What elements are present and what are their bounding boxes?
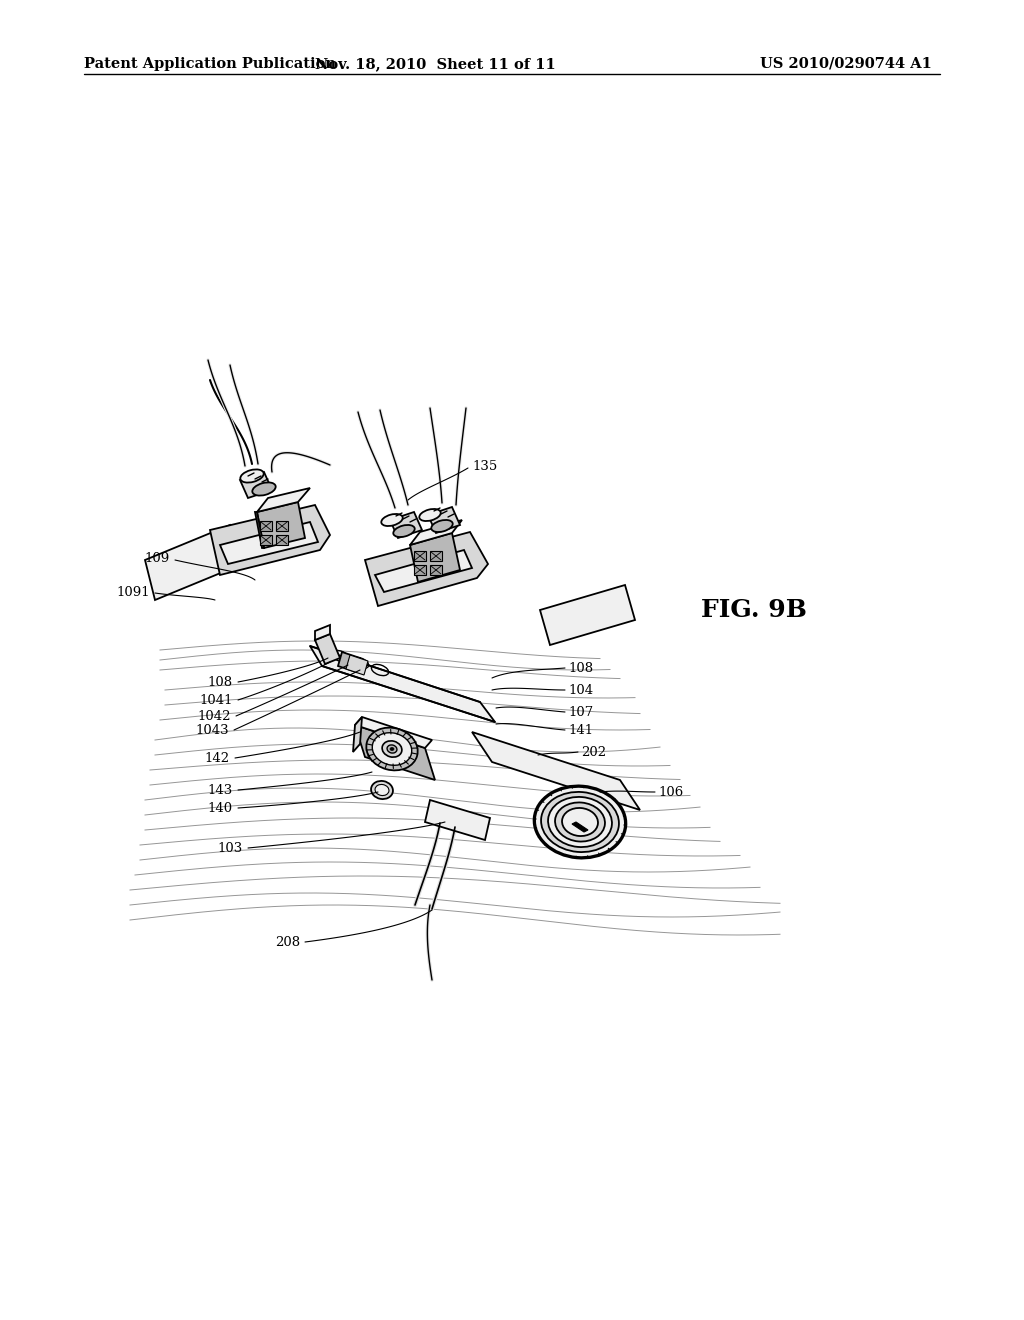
Polygon shape <box>315 634 340 664</box>
Polygon shape <box>145 525 240 601</box>
Ellipse shape <box>555 803 605 842</box>
Polygon shape <box>414 550 426 561</box>
Text: 1043: 1043 <box>196 723 229 737</box>
Polygon shape <box>425 800 490 840</box>
Ellipse shape <box>419 510 440 521</box>
Polygon shape <box>220 521 318 564</box>
Ellipse shape <box>387 744 397 754</box>
Polygon shape <box>276 521 288 531</box>
Ellipse shape <box>371 781 393 799</box>
Ellipse shape <box>431 520 453 532</box>
Polygon shape <box>390 512 422 539</box>
Ellipse shape <box>393 525 415 537</box>
Polygon shape <box>260 521 272 531</box>
Polygon shape <box>255 512 264 548</box>
Polygon shape <box>572 822 588 832</box>
Polygon shape <box>353 717 362 752</box>
Ellipse shape <box>536 787 625 857</box>
Ellipse shape <box>548 797 612 847</box>
Polygon shape <box>355 717 432 748</box>
Text: 202: 202 <box>581 746 606 759</box>
Polygon shape <box>365 532 488 606</box>
Text: 1091: 1091 <box>117 586 150 598</box>
Polygon shape <box>346 655 368 675</box>
Polygon shape <box>430 550 442 561</box>
Text: 135: 135 <box>472 459 498 473</box>
Text: 108: 108 <box>568 661 593 675</box>
Ellipse shape <box>373 733 412 766</box>
Polygon shape <box>210 506 330 576</box>
Polygon shape <box>540 585 635 645</box>
Ellipse shape <box>541 792 618 853</box>
Polygon shape <box>315 624 330 640</box>
Text: Patent Application Publication: Patent Application Publication <box>84 57 336 71</box>
Text: FIG. 9B: FIG. 9B <box>701 598 807 622</box>
Text: 143: 143 <box>208 784 233 796</box>
Ellipse shape <box>382 741 401 758</box>
Text: 109: 109 <box>144 552 170 565</box>
Polygon shape <box>430 565 442 576</box>
Ellipse shape <box>390 747 394 751</box>
Ellipse shape <box>252 482 275 495</box>
Text: 1042: 1042 <box>198 710 231 722</box>
Polygon shape <box>355 725 435 780</box>
Text: 140: 140 <box>208 801 233 814</box>
Ellipse shape <box>241 470 264 483</box>
Polygon shape <box>310 645 495 722</box>
Text: 141: 141 <box>568 723 593 737</box>
Text: 104: 104 <box>568 684 593 697</box>
Polygon shape <box>414 565 426 576</box>
Text: 106: 106 <box>658 785 683 799</box>
Text: 103: 103 <box>218 842 243 854</box>
Polygon shape <box>410 533 460 582</box>
Polygon shape <box>472 733 640 810</box>
Polygon shape <box>410 520 462 545</box>
Text: 208: 208 <box>274 936 300 949</box>
Text: 108: 108 <box>208 676 233 689</box>
Ellipse shape <box>562 808 598 836</box>
Text: 1041: 1041 <box>200 693 233 706</box>
Polygon shape <box>375 550 472 591</box>
Ellipse shape <box>367 727 418 771</box>
Text: Nov. 18, 2010  Sheet 11 of 11: Nov. 18, 2010 Sheet 11 of 11 <box>314 57 556 71</box>
Polygon shape <box>257 502 305 548</box>
Polygon shape <box>276 535 288 545</box>
Polygon shape <box>260 535 272 545</box>
Ellipse shape <box>381 513 402 527</box>
Polygon shape <box>428 507 460 533</box>
Text: US 2010/0290744 A1: US 2010/0290744 A1 <box>760 57 932 71</box>
Polygon shape <box>338 652 360 672</box>
Polygon shape <box>257 488 310 512</box>
Text: 107: 107 <box>568 705 593 718</box>
Polygon shape <box>240 473 272 498</box>
Ellipse shape <box>375 784 389 796</box>
Text: 142: 142 <box>205 751 230 764</box>
